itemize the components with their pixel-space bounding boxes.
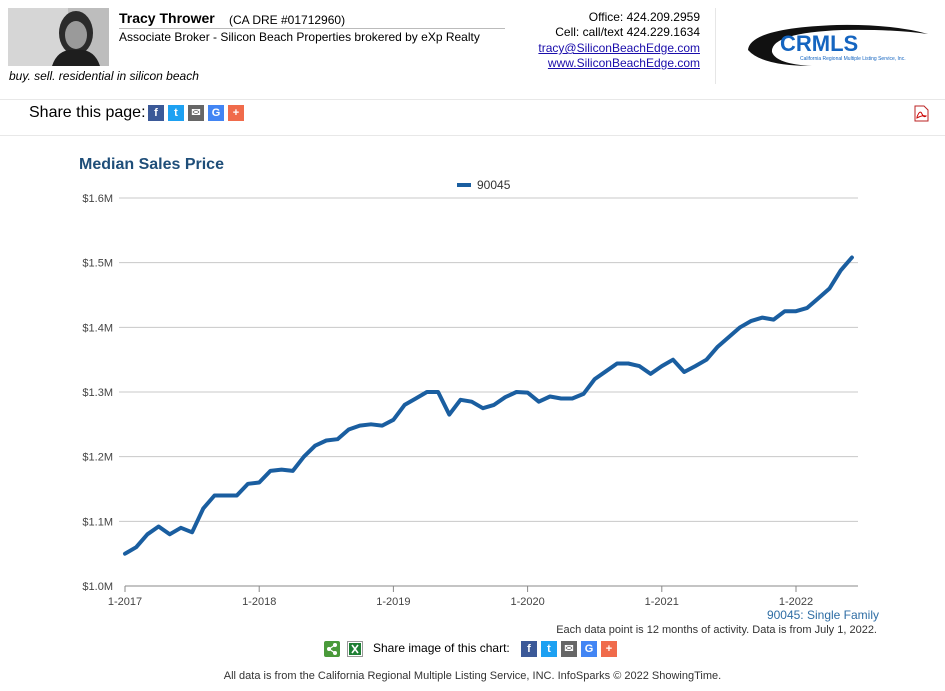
share-icon[interactable] [324,641,340,657]
cell-phone: Cell: call/text 424.229.1634 [555,25,700,39]
share-image-label: Share image of this chart: [373,641,510,655]
y-tick-label: $1.1M [82,516,113,528]
facebook-share-icon[interactable]: f [148,105,164,121]
x-tick-label: 1-2017 [108,596,142,608]
data-info-note: Each data point is 12 months of activity… [556,624,877,636]
legend-label: 90045 [477,178,511,192]
agent-tagline: buy. sell. residential in silicon beach [9,69,199,83]
agent-title: Associate Broker - Silicon Beach Propert… [119,30,480,44]
footer-disclaimer: All data is from the California Regional… [223,670,722,682]
twitter-share-icon[interactable]: t [541,641,557,657]
y-tick-label: $1.5M [82,258,113,270]
series-type-note: 90045: Single Family [766,608,879,622]
x-tick-label: 1-2021 [645,596,679,608]
agent-name: Tracy Thrower [119,10,215,26]
header-divider [715,8,716,84]
twitter-share-icon[interactable]: t [168,105,184,121]
share-bar [0,99,945,136]
more-share-icon[interactable]: + [228,105,244,121]
x-tick-label: 1-2022 [779,596,813,608]
google-share-icon[interactable]: G [581,641,597,657]
y-tick-label: $1.0M [82,581,113,593]
google-share-icon[interactable]: G [208,105,224,121]
facebook-share-icon[interactable]: f [521,641,537,657]
crmls-logo: CRMLS California Regional Multiple Listi… [742,20,932,70]
email-share-icon[interactable]: ✉ [188,105,204,121]
website-link[interactable]: www.SiliconBeachEdge.com [547,56,700,70]
y-tick-label: $1.3M [82,387,113,399]
pdf-icon[interactable] [913,105,929,122]
name-divider [119,28,505,29]
agent-photo [8,8,109,66]
share-page-label: Share this page: [29,104,146,121]
crmls-logo-text: CRMLS [780,31,858,56]
office-phone: Office: 424.209.2959 [588,10,700,24]
excel-icon[interactable] [347,641,363,657]
email-share-icon[interactable]: ✉ [561,641,577,657]
more-share-icon[interactable]: + [601,641,617,657]
crmls-logo-subtext: California Regional Multiple Listing Ser… [800,56,906,62]
x-tick-label: 1-2020 [510,596,544,608]
agent-license: (CA DRE #01712960) [229,13,346,27]
y-tick-label: $1.2M [82,452,113,464]
x-tick-label: 1-2018 [242,596,276,608]
chart-title: Median Sales Price [79,156,224,173]
y-tick-label: $1.4M [82,322,113,334]
x-tick-label: 1-2019 [376,596,410,608]
series-line-90045 [123,255,854,556]
email-link[interactable]: tracy@SiliconBeachEdge.com [538,41,700,55]
y-tick-label: $1.6M [82,193,113,205]
